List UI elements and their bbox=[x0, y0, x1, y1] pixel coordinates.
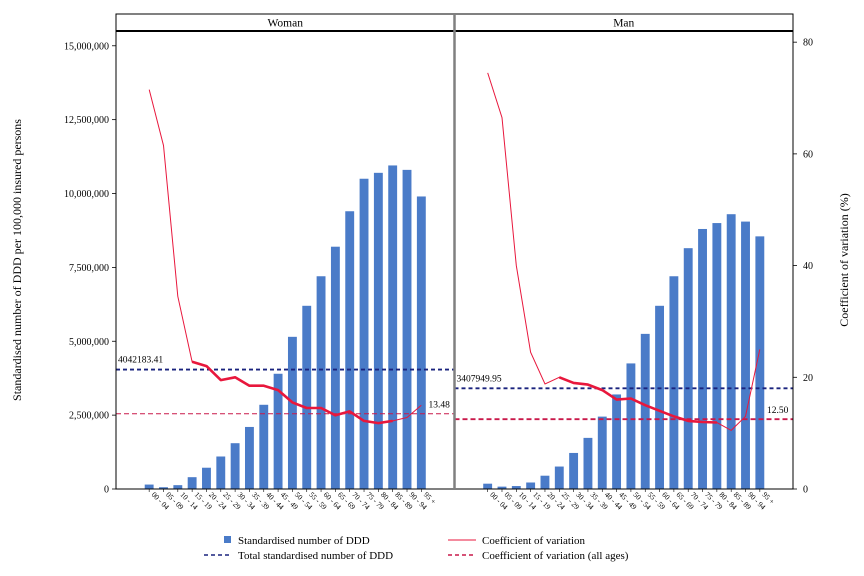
bar-woman-85-89 bbox=[388, 165, 398, 489]
bar-woman-20-24 bbox=[202, 467, 211, 489]
bar-man-10-14 bbox=[511, 486, 521, 489]
y-right-tick-label: 80 bbox=[803, 38, 813, 49]
y-left-tick-label: 5,000,000 bbox=[69, 337, 109, 348]
panel-title: Woman bbox=[268, 18, 304, 30]
y-right-tick-label: 0 bbox=[803, 485, 808, 496]
legend-swatch bbox=[224, 536, 231, 543]
total-ddd-label: 4042183.41 bbox=[118, 356, 163, 366]
bar-woman-10-14 bbox=[173, 485, 183, 489]
cv-all-label: 12.50 bbox=[767, 406, 789, 416]
bar-woman-60-64 bbox=[316, 276, 326, 489]
bar-woman-40-44 bbox=[259, 404, 269, 489]
legend-label: Coefficient of variation bbox=[482, 535, 586, 547]
bar-man-30-34 bbox=[569, 452, 579, 489]
legend-label: Total standardised number of DDD bbox=[238, 550, 393, 562]
bar-woman-15-19 bbox=[187, 477, 197, 489]
bar-man-95+ bbox=[755, 236, 765, 489]
y-left-tick-label: 10,000,000 bbox=[64, 189, 109, 200]
panel-title: Man bbox=[613, 18, 634, 30]
y-left-tick-label: 0 bbox=[104, 485, 109, 496]
legend-item-bar: Standardised number of DDD bbox=[224, 535, 370, 547]
bar-man-20-24 bbox=[540, 475, 550, 489]
legend-label: Coefficient of variation (all ages) bbox=[482, 550, 629, 562]
bar-man-25-29 bbox=[554, 466, 564, 489]
bar-man-50-54 bbox=[626, 363, 636, 489]
bar-man-65-69 bbox=[669, 276, 679, 489]
y-right-axis-label: Coefficient of variation (%) bbox=[837, 193, 851, 326]
y-right-tick-label: 60 bbox=[803, 149, 813, 160]
y-left-tick-label: 12,500,000 bbox=[64, 115, 109, 126]
legend-item-cv: Coefficient of variation bbox=[448, 535, 586, 547]
bar-woman-35-39 bbox=[244, 426, 254, 489]
y-left-tick-label: 2,500,000 bbox=[69, 411, 109, 422]
bar-man-90-94 bbox=[741, 221, 750, 489]
bar-man-40-44 bbox=[597, 416, 607, 489]
bar-woman-90-94 bbox=[402, 169, 412, 489]
bar-man-35-39 bbox=[583, 437, 593, 489]
legend-label: Standardised number of DDD bbox=[238, 535, 370, 547]
bar-man-05-09 bbox=[497, 486, 507, 489]
bar-woman-30-34 bbox=[230, 443, 240, 489]
bar-man-00-04 bbox=[483, 483, 493, 489]
total-ddd-label: 3407949.95 bbox=[457, 374, 502, 384]
y-left-axis-label: Standardised number of DDD per 100,000 i… bbox=[10, 119, 24, 401]
bar-man-60-64 bbox=[655, 305, 665, 489]
bar-woman-25-29 bbox=[216, 456, 226, 489]
bar-man-70-74 bbox=[683, 248, 693, 489]
bar-woman-80-84 bbox=[373, 172, 383, 489]
legend-item-total: Total standardised number of DDD bbox=[204, 550, 393, 562]
bar-man-55-59 bbox=[640, 333, 650, 489]
bar-woman-75-79 bbox=[359, 178, 369, 489]
bar-woman-65-69 bbox=[330, 246, 340, 489]
bar-man-75-79 bbox=[698, 228, 707, 490]
bar-man-85-89 bbox=[726, 214, 736, 489]
y-right-tick-label: 20 bbox=[803, 373, 813, 384]
bar-man-45-49 bbox=[612, 394, 622, 489]
bar-woman-05-09 bbox=[159, 487, 168, 489]
bar-woman-55-59 bbox=[302, 305, 312, 489]
bar-man-15-19 bbox=[526, 482, 536, 489]
bar-woman-00-04 bbox=[144, 484, 154, 489]
bar-woman-95+ bbox=[416, 196, 426, 490]
y-left-tick-label: 15,000,000 bbox=[64, 41, 109, 52]
bar-woman-70-74 bbox=[345, 211, 355, 489]
axes: 0 2,500,000 5,000,000 7,500,000 10,000,000 12… bbox=[10, 13, 851, 496]
bar-man-80-84 bbox=[712, 223, 722, 489]
bar-woman-45-49 bbox=[273, 373, 283, 489]
y-right-tick-label: 40 bbox=[803, 261, 813, 272]
legend: Standardised number of DDD Coefficient of… bbox=[204, 535, 629, 562]
y-left-tick-label: 7,500,000 bbox=[69, 263, 109, 274]
cv-line-bold bbox=[558, 376, 717, 424]
cv-all-label: 13.48 bbox=[429, 401, 451, 411]
cv-line-bold bbox=[191, 360, 393, 425]
bar-woman-50-54 bbox=[287, 336, 297, 489]
legend-item-cvall: Coefficient of variation (all ages) bbox=[448, 550, 629, 562]
